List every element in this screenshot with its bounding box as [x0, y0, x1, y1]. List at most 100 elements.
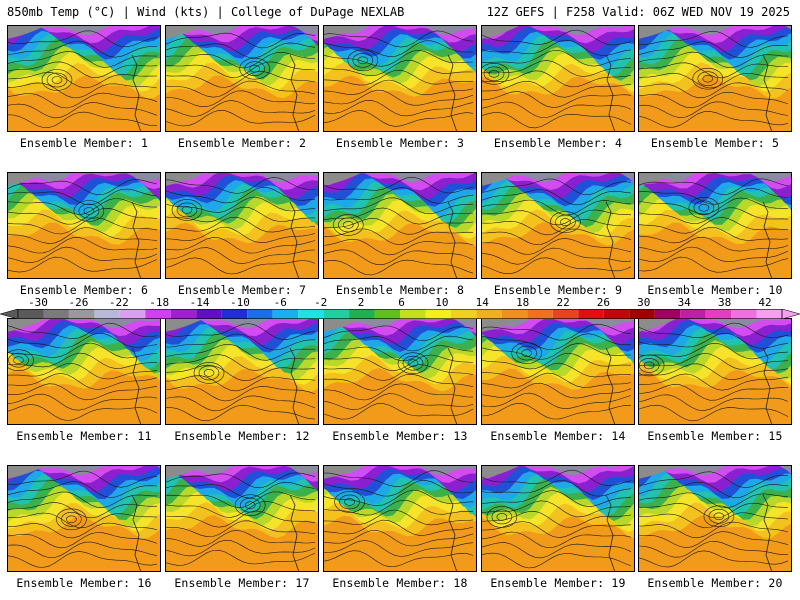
colorbar-swatch [603, 309, 630, 319]
colorbar-tick: 42 [758, 296, 772, 309]
height-contour [323, 540, 474, 557]
height-contour [638, 550, 789, 568]
height-contour [481, 50, 632, 67]
temperature-map [638, 318, 792, 425]
coastline [131, 54, 142, 132]
height-contour [7, 61, 158, 79]
ensemble-panel: Ensemble Member: 15 [638, 318, 792, 443]
ensemble-panel: Ensemble Member: 1 [7, 25, 161, 150]
colorbar-tick: 30 [637, 296, 651, 309]
colorbar-tick: 26 [596, 296, 611, 309]
closed-contour [693, 200, 715, 216]
panel-border [7, 25, 161, 132]
temperature-band [323, 465, 477, 476]
closed-contour [234, 494, 266, 517]
closed-contour [713, 512, 725, 521]
height-contour [481, 80, 632, 98]
height-contour [481, 91, 632, 108]
temperature-map [638, 172, 792, 279]
cold-region [7, 172, 47, 186]
member-label: Ensemble Member: 8 [335, 283, 465, 297]
height-contour [323, 238, 474, 256]
height-contour [323, 59, 474, 77]
height-contour [165, 237, 316, 254]
temperature-map [323, 172, 477, 279]
panel-border [323, 172, 477, 279]
height-contour [481, 362, 631, 379]
height-contour [323, 30, 474, 48]
colorbar-tick: -10 [229, 296, 250, 309]
height-contour [638, 236, 789, 253]
colorbar-swatch [400, 309, 426, 319]
colorbar-outline [17, 309, 783, 319]
height-contour [481, 247, 632, 265]
height-contour [638, 502, 789, 519]
cold-region [323, 318, 363, 332]
coastline [289, 54, 300, 132]
panel-border [7, 465, 161, 572]
height-contour [165, 344, 315, 361]
height-contour [7, 30, 158, 48]
height-contour [7, 481, 158, 498]
panel-border [481, 25, 635, 132]
cold-region [481, 25, 521, 39]
member-label: Ensemble Member: 12 [174, 429, 310, 443]
coastline [289, 347, 300, 425]
ensemble-panel: Ensemble Member: 6 [7, 172, 161, 297]
height-contour [165, 333, 316, 351]
height-contour [165, 216, 316, 233]
height-contour [323, 550, 474, 568]
closed-contour [46, 72, 68, 88]
colorbar-tick: -2 [314, 296, 328, 309]
temperature-map [165, 465, 319, 572]
height-contour [638, 82, 789, 99]
height-contour [165, 90, 316, 108]
ensemble-panel: Ensemble Member: 19 [481, 465, 635, 590]
height-contour [165, 375, 316, 392]
height-contour [165, 510, 316, 528]
coastline [605, 54, 616, 132]
coastline [762, 201, 773, 279]
ensemble-panel: Ensemble Member: 10 [638, 172, 792, 297]
colorbar-right-arrow [781, 309, 800, 319]
height-contour [323, 40, 474, 57]
height-contour [323, 500, 473, 516]
height-contour [481, 228, 632, 245]
colorbar-tick: -6 [273, 296, 287, 309]
colorbar-swatch [323, 309, 350, 319]
height-contour [7, 522, 158, 539]
height-contour [165, 80, 316, 98]
temperature-band [7, 318, 161, 329]
closed-contour [78, 203, 100, 219]
coastline [447, 201, 458, 279]
cold-region [323, 25, 363, 39]
temperature-band [165, 318, 319, 329]
height-contour [323, 383, 474, 401]
member-label: Ensemble Member: 20 [647, 576, 783, 590]
height-contour [638, 531, 789, 549]
member-label: Ensemble Member: 14 [490, 429, 626, 443]
coastline [605, 347, 616, 425]
colorbar-swatch [731, 309, 757, 319]
temperature-band [638, 25, 792, 36]
colorbar-tick-labels: -30 -26 -22 -18 -14 -10 -6 -2 2 6 10 14 18 22 26 30 34 38… [0, 296, 800, 309]
coastline [447, 54, 458, 132]
height-contour [323, 335, 474, 352]
cold-region [323, 465, 363, 479]
height-contour [7, 217, 158, 235]
closed-contour [51, 76, 63, 84]
closed-contour [708, 508, 730, 524]
height-contour [638, 41, 789, 59]
colorbar-swatch [552, 309, 579, 319]
height-contour [638, 373, 789, 391]
colorbar-tick: 34 [677, 296, 691, 309]
temperature-map [7, 465, 161, 572]
member-label: Ensemble Member: 5 [650, 136, 780, 150]
colorbar-swatch [476, 309, 502, 319]
colorbar-swatch [349, 309, 375, 319]
height-contour [165, 385, 316, 402]
temperature-band [323, 172, 477, 183]
coastline [762, 54, 773, 132]
ensemble-panel: Ensemble Member: 7 [165, 172, 319, 297]
height-contour [323, 489, 474, 507]
